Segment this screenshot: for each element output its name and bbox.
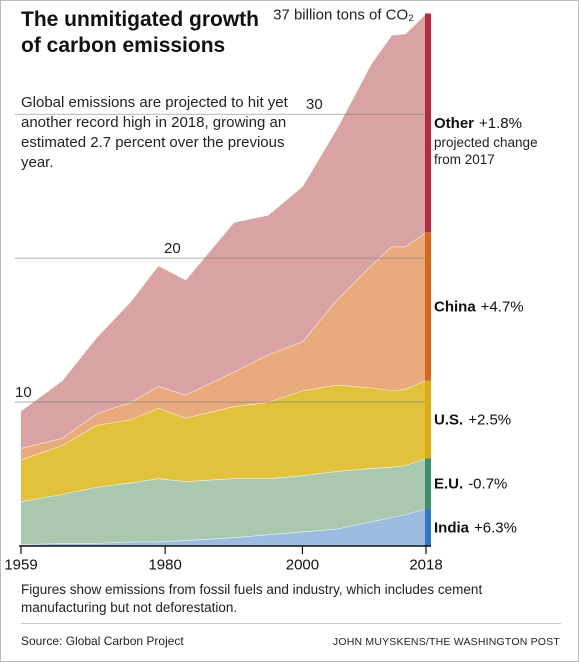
x-tick-label: 2000 — [286, 556, 319, 573]
area — [21, 13, 426, 449]
y-tick-label: 10 — [15, 384, 32, 401]
area — [21, 232, 426, 460]
area-edge — [20, 231, 427, 449]
divider — [21, 623, 561, 624]
chart: 10 20 30 37 billion tons of CO₂ India +6.3% E.… — [4, 7, 538, 574]
legend-name: India — [434, 519, 470, 536]
change-note-line: from 2017 — [434, 152, 495, 167]
legend-change: +4.7% — [481, 298, 524, 315]
y-tick-label: 20 — [164, 240, 181, 257]
change-note: projected change from 2017 — [434, 135, 538, 167]
change-note-line: projected change — [434, 135, 538, 150]
legend-change: -0.7% — [468, 475, 507, 492]
area — [21, 380, 426, 502]
legend-label: India +6.3% — [434, 519, 517, 536]
legend-name: U.S. — [434, 411, 463, 428]
strip — [425, 380, 431, 459]
strip — [425, 13, 431, 233]
top-label: 37 billion tons of CO₂ — [273, 7, 414, 24]
legend-label: U.S. +2.5% — [434, 411, 511, 428]
legend-name: E.U. — [434, 475, 463, 492]
strip — [425, 458, 431, 509]
strip — [425, 232, 431, 381]
chart-subtitle: Global emissions are projected to hit ye… — [21, 94, 288, 171]
legend-name: Other — [434, 115, 474, 132]
credit: JOHN MUYSKENS/THE WASHINGTON POST — [332, 636, 560, 648]
x-tick-label: 1959 — [4, 556, 37, 573]
legend-change: +1.8% — [479, 115, 522, 132]
legend-change: +2.5% — [468, 411, 511, 428]
area — [21, 508, 426, 546]
legend-name: China — [434, 298, 476, 315]
area — [21, 458, 426, 545]
footnote: Figures show emissions from fossil fuels… — [21, 582, 483, 615]
chart-title: The unmitigated growth of carbon emissio… — [21, 8, 259, 57]
legend-label: China +4.7% — [434, 298, 524, 315]
strip — [425, 508, 431, 546]
legend-change: +6.3% — [474, 519, 517, 536]
x-tick-label: 2018 — [409, 556, 442, 573]
x-tick-label: 1980 — [148, 556, 181, 573]
legend-label: E.U. -0.7% — [434, 475, 507, 492]
source: Source: Global Carbon Project — [21, 634, 184, 648]
y-tick-label: 30 — [306, 96, 323, 113]
area-edge — [20, 13, 427, 412]
legend-label: Other +1.8% — [434, 115, 522, 132]
